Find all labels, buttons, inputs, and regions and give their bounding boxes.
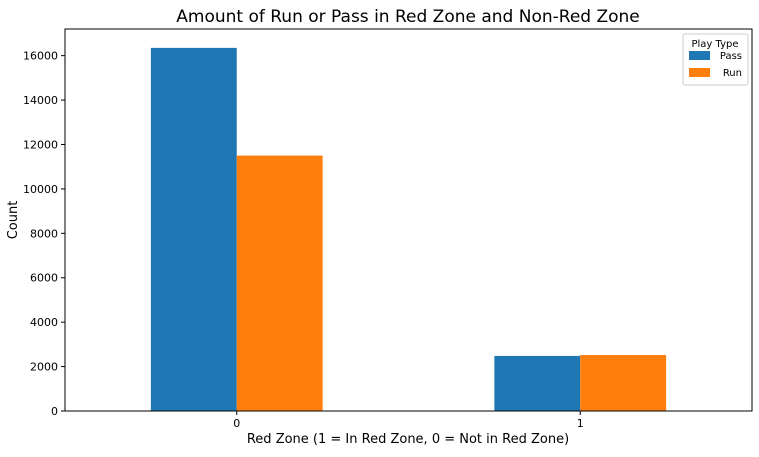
- x-axis-label: Red Zone (1 = In Red Zone, 0 = Not in Re…: [247, 432, 569, 447]
- chart-title: Amount of Run or Pass in Red Zone and No…: [176, 7, 640, 27]
- bar-run-1: [580, 355, 667, 411]
- y-tick-label: 16000: [23, 50, 58, 63]
- legend-label-run: Run: [723, 68, 742, 79]
- legend-title: Play Type: [691, 39, 738, 50]
- bar-pass-1: [494, 355, 581, 411]
- y-tick-label: 6000: [30, 272, 58, 285]
- y-tick-label: 0: [51, 405, 58, 418]
- y-axis-label: Count: [6, 201, 21, 240]
- plot-area-frame: [64, 28, 753, 412]
- y-tick-label: 8000: [30, 227, 58, 240]
- legend: Play Type Pass Run: [682, 33, 749, 86]
- x-tick-label: 1: [577, 417, 584, 430]
- bars-group: [150, 47, 667, 412]
- legend-swatch-run: [689, 68, 710, 77]
- legend-label-pass: Pass: [720, 51, 742, 62]
- legend-swatch-pass: [689, 51, 710, 60]
- y-tick-label: 10000: [23, 183, 58, 196]
- y-tick-label: 14000: [23, 94, 58, 107]
- bar-run-0: [236, 155, 323, 411]
- y-axis: 0 2000 4000 6000 8000 10000 12000 14000 16000: [23, 50, 65, 418]
- y-tick-label: 4000: [30, 316, 58, 329]
- y-tick-label: 2000: [30, 361, 58, 374]
- y-tick-label: 12000: [23, 138, 58, 151]
- bar-pass-0: [150, 47, 237, 412]
- x-tick-label: 0: [233, 417, 240, 430]
